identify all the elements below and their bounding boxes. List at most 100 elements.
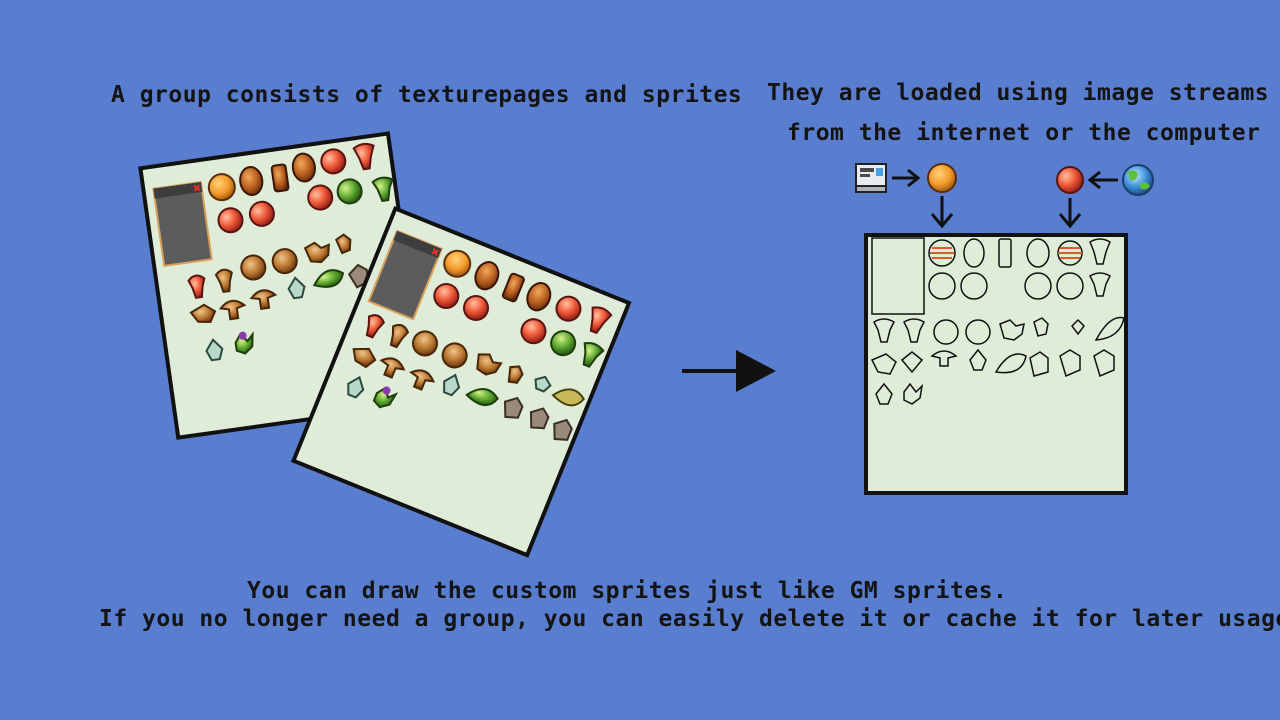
rock-sprite [529,407,550,430]
close-icon: ✖ [429,246,441,259]
green-apple-sprite [550,330,577,357]
green-apple-core-sprite [371,176,394,203]
mushroom-sprite [352,347,377,369]
mushroom-sprite [409,369,436,391]
crystal-sprite [287,276,306,300]
rock-sprite [553,418,573,441]
sprite-slot [1071,318,1085,336]
arrow-left-icon [1087,170,1118,190]
sprite-slot [1026,238,1050,268]
sprite-slot [873,318,895,343]
sprite-slot [1093,349,1115,378]
sprite-slot [933,319,959,345]
sprite-slot [903,382,924,405]
bread-sprite [291,152,316,183]
apple-core-sprite [187,274,206,299]
apple-core-sprite [352,142,375,171]
sprite-slot [903,318,925,343]
orange-icon [927,163,957,193]
orange-sprite [207,173,236,202]
apple-sprite [320,148,347,175]
bottom-caption-line1: You can draw the custom sprites just lik… [247,578,1008,604]
sprite-slot [928,272,956,300]
sprite-slot [994,353,1027,374]
texture-page-outline [864,233,1128,495]
apple-bitten-sprite [462,294,489,321]
sprite-slot [965,319,991,345]
mushroom-sprite [189,303,217,324]
apple-sprite [433,283,460,310]
apple-sprite [520,318,547,345]
sprite-slot [1024,272,1052,300]
green-apple-core-sprite [582,342,605,368]
computer-icon [855,163,887,193]
bread-sprite [526,282,552,312]
sprite-slot [870,353,897,375]
sprite-window-panel: ✖ [152,180,213,268]
cracked-nut-sprite [476,353,503,376]
loaded-sprite-stripes [930,247,1082,259]
sprite-slot [875,382,893,405]
sprite-slot [969,348,987,371]
hazelnut-sprite [240,254,267,281]
sprite-slot [1059,349,1081,378]
arrow-down-icon [1058,198,1082,229]
green-apple-sprite [336,178,363,205]
sprite-slot [960,272,988,300]
sprite-slot [963,238,985,268]
apple-sprite [555,295,582,322]
nut-core-sprite [214,268,233,294]
apple-icon [1056,166,1084,194]
sprite-window-panel: ✖ [367,229,443,321]
nut-core-sprite [389,323,410,349]
apple-core-sprite [589,306,613,335]
bread-sprite [474,261,500,291]
crystal-sprite [347,375,365,399]
apple-bitten-sprite [248,200,275,227]
dry-leaf-sprite [551,388,585,407]
sprite-slot [871,237,925,315]
sprite-slot [1094,316,1125,341]
bread-slice-sprite [270,163,290,193]
crystal-sprite [205,338,224,362]
orange-sprite [443,249,472,278]
hazelnut-sprite [271,248,298,275]
sprite-slot [1033,317,1049,337]
arrow-down-icon [930,196,954,229]
arrow-right-icon [682,350,776,392]
sprite-slot [1089,238,1111,265]
group-caption: A group consists of texturepages and spr… [111,82,743,108]
sprite-slot [1056,272,1084,300]
sprite-slot [930,350,958,367]
globe-icon [1122,164,1154,196]
apple-sprite [217,207,244,234]
arrow-right-icon [892,168,921,188]
sprite-slot [1029,351,1049,377]
mushroom-sprite [218,299,247,321]
hazelnut-sprite [411,330,438,357]
sprite-slot [998,238,1012,268]
bread-sprite [239,166,264,196]
bottom-caption-line2: If you no longer need a group, you can e… [99,606,1280,632]
texture-page-front: ✖ [290,205,632,558]
streams-caption-line2: from the internet or the computer [787,120,1261,146]
apple-sprite [307,184,334,211]
apple-core-sprite [365,314,386,339]
streams-caption-line1: They are loaded using image streams [767,80,1270,106]
hazelnut-sprite [441,342,468,369]
mushroom-sprite [249,289,278,310]
sprite-slot [1089,272,1111,297]
mushroom-sprite [379,357,406,379]
bread-slice-sprite [501,272,525,303]
crystal-sprite [534,375,552,393]
crystal-sprite [443,373,461,397]
cracked-nut-sprite [303,241,330,264]
sprite-slot [900,351,924,374]
berry-sprite [238,331,247,340]
nut-shell-sprite [334,233,352,255]
rock-sprite [503,396,524,419]
leaf-sprite [465,388,499,406]
close-icon: ✖ [192,183,202,195]
nut-shell-sprite [507,365,524,384]
